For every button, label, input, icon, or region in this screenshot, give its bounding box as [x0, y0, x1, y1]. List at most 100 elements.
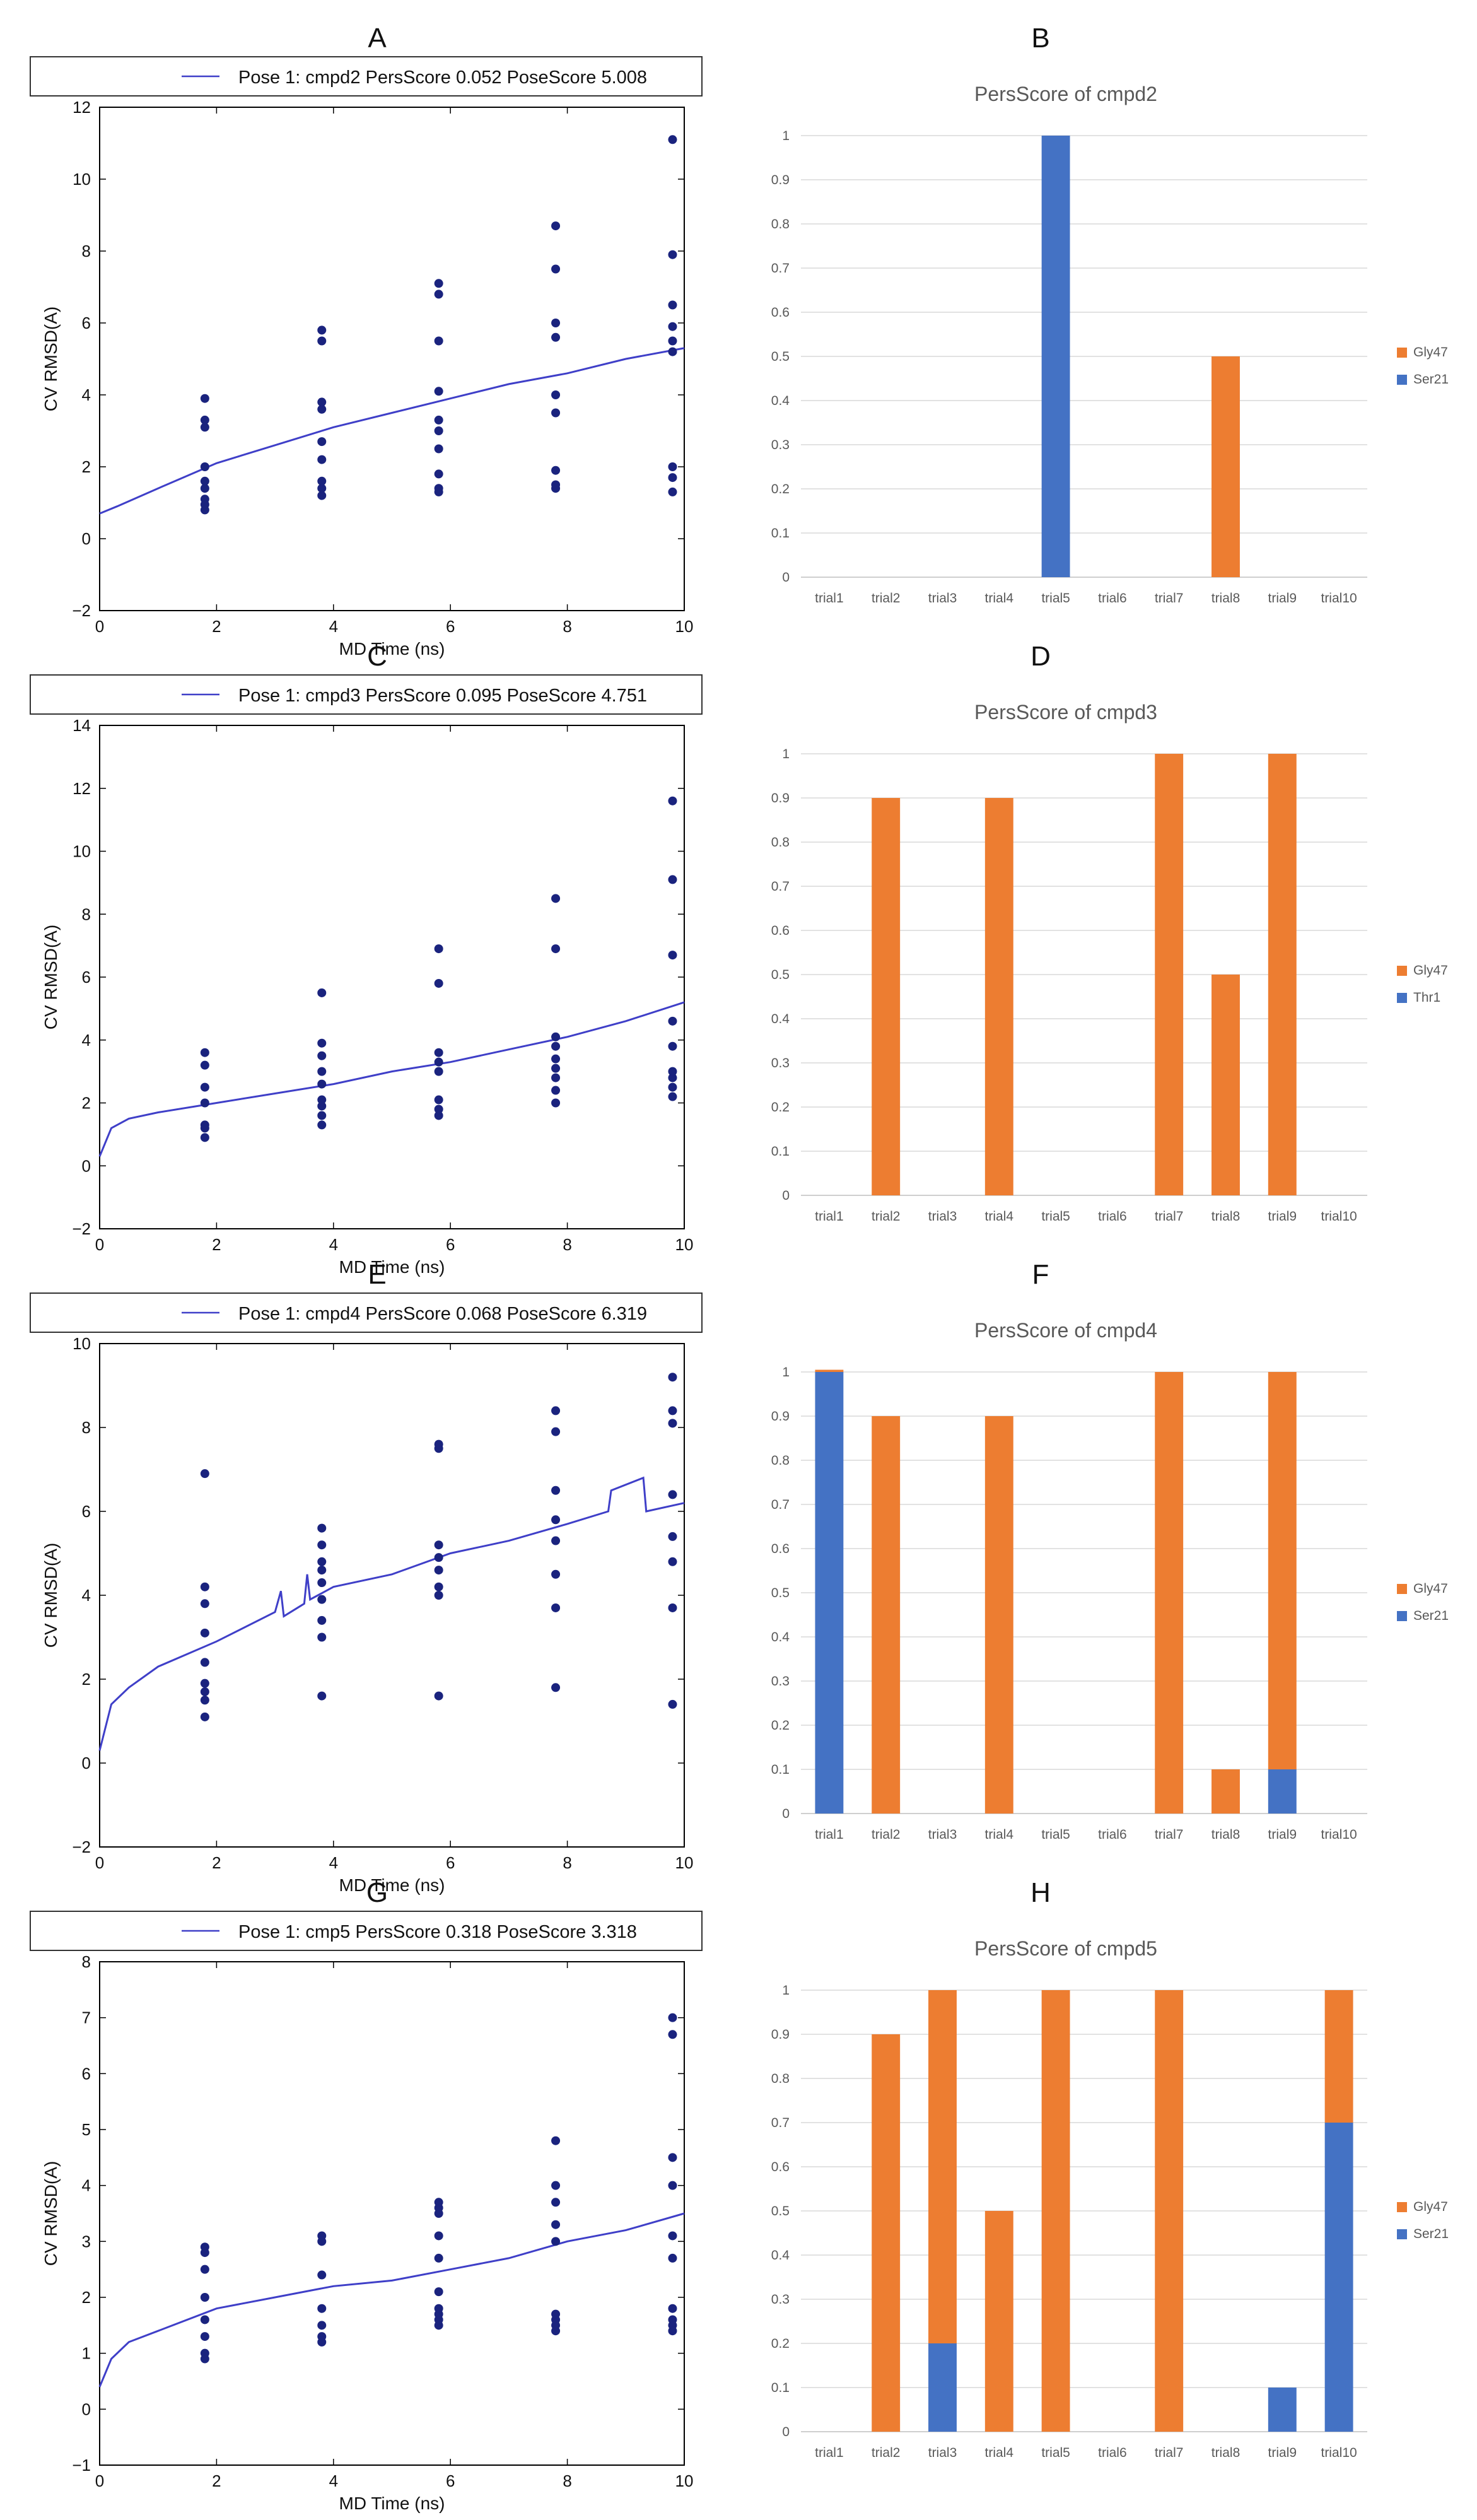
data-point: [668, 347, 677, 356]
data-point: [200, 1133, 209, 1142]
y-tick-label: 0.4: [771, 1630, 790, 1644]
panel-letter: F: [1032, 1259, 1049, 1290]
data-point: [668, 1557, 677, 1566]
y-tick-label: 2: [82, 1094, 91, 1113]
panel-letter: C: [367, 641, 387, 672]
x-tick-label: 8: [563, 1235, 571, 1254]
x-tick-label: 4: [329, 1235, 338, 1254]
chart-title: PersScore of cmpd2: [974, 83, 1157, 105]
legend-swatch: [1397, 966, 1407, 976]
data-point: [200, 415, 209, 425]
x-tick-label: trial7: [1155, 1827, 1184, 1842]
data-point: [434, 469, 443, 479]
y-tick-label: 0.9: [771, 173, 790, 187]
legend-swatch: [1397, 1584, 1407, 1594]
data-point: [551, 466, 561, 475]
legend-text: Pose 1: cmpd3 PersScore 0.095 PoseScore …: [238, 686, 647, 706]
data-point: [551, 1569, 561, 1579]
data-point: [317, 404, 327, 414]
y-tick-label: 12: [73, 779, 91, 798]
data-point: [434, 415, 443, 425]
data-point: [668, 1419, 677, 1428]
y-tick-label: 6: [82, 1502, 91, 1521]
data-point: [434, 1691, 443, 1701]
x-tick-label: 2: [212, 617, 221, 636]
data-point: [200, 2242, 209, 2252]
legend-label: Gly47: [1413, 1581, 1448, 1596]
data-point: [317, 476, 327, 486]
y-tick-label: 0.1: [771, 2381, 790, 2395]
x-tick-label: 6: [446, 1235, 455, 1254]
y-tick-label: 8: [82, 1418, 91, 1437]
data-point: [317, 1111, 327, 1120]
y-tick-label: 1: [782, 1983, 790, 1998]
legend-box: [30, 674, 703, 715]
x-tick-label: trial6: [1098, 2446, 1127, 2460]
rmsd-mean-line: [98, 1476, 685, 1751]
x-tick-label: 2: [212, 2471, 221, 2490]
bar-ser21: [1268, 2388, 1297, 2432]
data-point: [668, 2030, 677, 2039]
data-point: [434, 290, 443, 299]
data-point: [200, 1712, 209, 1721]
x-tick-label: 0: [95, 1853, 104, 1872]
bar-gly47: [1211, 356, 1240, 577]
x-tick-label: 10: [675, 1235, 694, 1254]
x-tick-label: trial5: [1041, 1827, 1070, 1842]
y-tick-label: 2: [82, 1670, 91, 1689]
bar-gly47: [1324, 1990, 1353, 2123]
data-point: [551, 1406, 561, 1415]
bar-gly47: [984, 798, 1013, 1195]
data-point: [434, 1111, 443, 1120]
data-point: [434, 1439, 443, 1449]
data-point: [200, 423, 209, 432]
data-point: [200, 1469, 209, 1479]
data-point: [434, 1553, 443, 1562]
bar-gly47: [984, 2211, 1013, 2432]
data-point: [317, 455, 327, 464]
data-point: [668, 2013, 677, 2022]
data-point: [317, 1038, 327, 1048]
plot-frame: [99, 725, 685, 1229]
legend-label: Gly47: [1413, 2200, 1448, 2214]
data-point: [317, 1067, 327, 1076]
data-point: [551, 1064, 561, 1073]
x-tick-label: 0: [95, 1235, 104, 1254]
panel-g: G Pose 1: cmp5 PersScore 0.318 PoseScore …: [30, 1877, 703, 2513]
data-point: [551, 390, 561, 399]
y-tick-label: 4: [82, 1031, 91, 1050]
y-tick-label: 0: [82, 1156, 91, 1175]
x-tick-label: trial5: [1041, 2446, 1070, 2460]
x-tick-label: trial9: [1268, 591, 1297, 606]
y-tick-label: −2: [72, 601, 91, 620]
y-axis-label: CV RMSD(A): [41, 925, 61, 1029]
plot-frame: [99, 1961, 685, 2466]
y-tick-label: 2: [82, 457, 91, 476]
y-tick-label: 6: [82, 314, 91, 332]
y-tick-label: 0.9: [771, 1409, 790, 1424]
x-tick-label: trial3: [928, 1827, 957, 1842]
data-point: [551, 408, 561, 418]
bar-gly47: [984, 1416, 1013, 1814]
panel-letter: G: [366, 1877, 388, 1908]
x-tick-label: trial1: [815, 1827, 844, 1842]
x-tick-label: 8: [563, 617, 571, 636]
y-tick-label: −2: [72, 1219, 91, 1238]
y-axis-label: CV RMSD(A): [41, 307, 61, 411]
data-point: [200, 1098, 209, 1108]
data-point: [668, 1532, 677, 1541]
data-point: [200, 2293, 209, 2302]
y-tick-label: 4: [82, 385, 91, 404]
y-tick-label: 5: [82, 2120, 91, 2139]
bar-gly47: [872, 2034, 901, 2432]
data-point: [317, 1566, 327, 1575]
y-tick-label: 0: [782, 570, 790, 585]
x-axis-label: MD Time (ns): [339, 2494, 445, 2513]
x-tick-label: trial2: [872, 1209, 901, 1224]
y-axis-label: CV RMSD(A): [41, 2161, 61, 2266]
data-point: [551, 319, 561, 327]
data-point: [200, 1687, 209, 1696]
data-point: [434, 336, 443, 346]
legend-label: Gly47: [1413, 963, 1448, 978]
x-tick-label: 6: [446, 2471, 455, 2490]
